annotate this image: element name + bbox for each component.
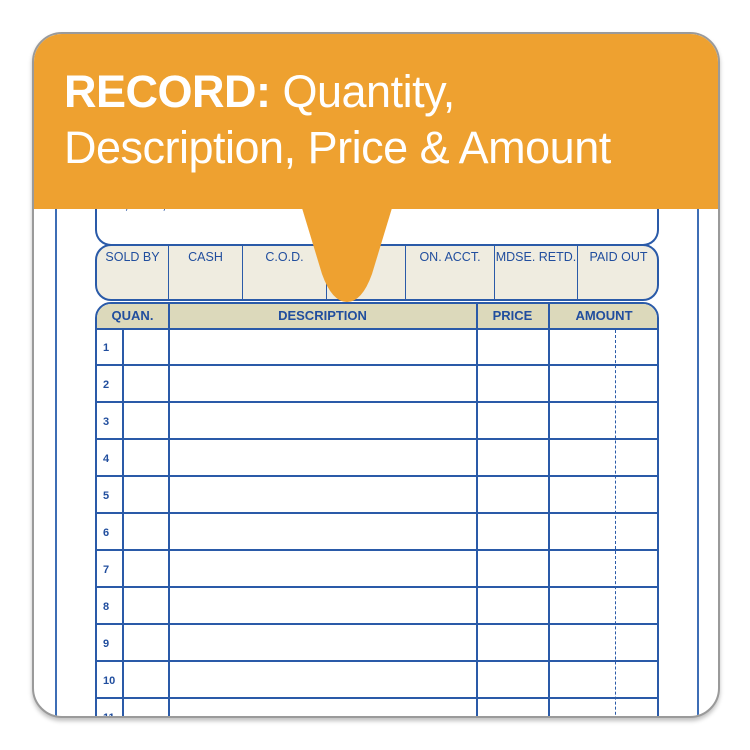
- payment-cell: ON. ACCT.: [405, 246, 494, 299]
- payment-cell: PAID OUT: [577, 246, 659, 299]
- table-row: 2: [97, 366, 657, 403]
- table-row: 5: [97, 477, 657, 514]
- row-number: 1: [103, 342, 110, 354]
- banner-heading-bold: RECORD:: [64, 66, 271, 117]
- payment-cell: SOLD BY: [105, 250, 160, 264]
- row-number: 6: [103, 527, 110, 539]
- table-row: 10: [97, 662, 657, 699]
- column-divider: [476, 304, 478, 716]
- payment-cell: MDSE. RETD.: [494, 246, 577, 299]
- banner-line2: Description, Price & Amount: [64, 122, 611, 173]
- row-number: 9: [103, 638, 110, 650]
- table-row: 6: [97, 514, 657, 551]
- table-row: 3: [97, 403, 657, 440]
- row-number: 5: [103, 490, 110, 502]
- row-number: 7: [103, 564, 110, 576]
- banner-heading-rest: Quantity,: [270, 66, 456, 117]
- row-number: 2: [103, 379, 110, 391]
- row-number: 4: [103, 453, 110, 465]
- payment-cell: CASH: [168, 246, 242, 299]
- banner-text: RECORD: Quantity, Description, Price & A…: [64, 64, 611, 176]
- table-row: 4: [97, 440, 657, 477]
- table-row: 8: [97, 588, 657, 625]
- table-row: 1: [97, 329, 657, 366]
- row-number: 3: [103, 416, 110, 428]
- feature-banner: RECORD: Quantity, Description, Price & A…: [34, 34, 718, 209]
- column-divider: [168, 304, 170, 716]
- row-number: 11: [103, 712, 115, 718]
- row-number: 8: [103, 601, 110, 613]
- cents-divider: [615, 330, 616, 716]
- line-items-table: QUAN. DESCRIPTION PRICE AMOUNT 1 2 3 4 5 6 7 8 9 10 1…: [95, 302, 659, 718]
- payment-cell: C.O.D.: [242, 246, 326, 299]
- column-divider: [548, 304, 550, 716]
- table-row: 11: [97, 699, 657, 718]
- form-edge-right: [697, 34, 699, 716]
- row-number: 10: [103, 675, 116, 687]
- column-header: QUAN.: [111, 308, 154, 323]
- column-divider: [122, 330, 124, 716]
- banner-pointer: [302, 208, 392, 302]
- form-edge-left: [55, 34, 57, 716]
- table-header: QUAN. DESCRIPTION PRICE AMOUNT: [97, 304, 657, 330]
- table-row: 9: [97, 625, 657, 662]
- table-row: 7: [97, 551, 657, 588]
